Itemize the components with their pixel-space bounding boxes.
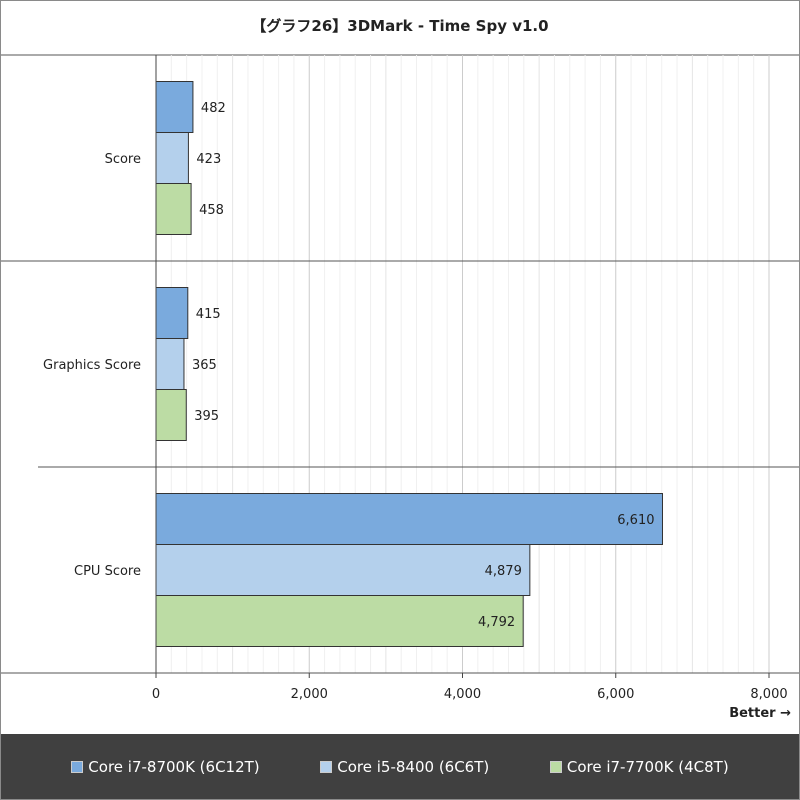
bar bbox=[155, 183, 192, 235]
data-label: 4,879 bbox=[485, 564, 522, 579]
bar bbox=[155, 595, 524, 647]
legend-swatch bbox=[320, 760, 333, 773]
data-label: 415 bbox=[196, 307, 221, 322]
legend-label: Core i5-8400 (6C6T) bbox=[337, 757, 490, 776]
bar bbox=[155, 81, 194, 133]
data-label: 482 bbox=[201, 101, 226, 116]
legend-swatch bbox=[71, 760, 84, 773]
x-tick-label: 4,000 bbox=[444, 687, 481, 702]
category-label: Score bbox=[105, 152, 141, 167]
category-label: Graphics Score bbox=[43, 358, 141, 373]
bar bbox=[155, 493, 663, 545]
chart-title: 【グラフ26】3DMark - Time Spy v1.0 bbox=[251, 17, 549, 35]
data-label: 423 bbox=[196, 152, 221, 167]
bar bbox=[155, 338, 185, 390]
legend-item: Core i7-8700K (6C12T) bbox=[71, 757, 260, 776]
legend: Core i7-8700K (6C12T) Core i5-8400 (6C6T)… bbox=[1, 734, 799, 799]
data-label: 395 bbox=[194, 409, 219, 424]
x-tick-label: 0 bbox=[152, 687, 160, 702]
bar bbox=[155, 544, 531, 596]
chart-plot: Score 482 423 458 Graphics Score 415 365 395 CPU… bbox=[1, 54, 799, 702]
bar bbox=[155, 287, 189, 339]
bar bbox=[155, 132, 189, 184]
better-label: Better → bbox=[729, 706, 791, 721]
x-tick-label: 6,000 bbox=[597, 687, 634, 702]
bar bbox=[155, 389, 187, 441]
data-label: 4,792 bbox=[478, 615, 515, 630]
x-tick-label: 2,000 bbox=[291, 687, 328, 702]
data-label: 458 bbox=[199, 203, 224, 218]
legend-swatch bbox=[549, 760, 562, 773]
x-tick-label: 8,000 bbox=[750, 687, 787, 702]
data-label: 365 bbox=[192, 358, 217, 373]
legend-label: Core i7-7700K (4C8T) bbox=[566, 757, 729, 776]
legend-item: Core i5-8400 (6C6T) bbox=[320, 758, 489, 776]
legend-label: Core i7-8700K (6C12T) bbox=[88, 757, 260, 776]
category-label: CPU Score bbox=[74, 564, 141, 579]
legend-item: Core i7-7700K (4C8T) bbox=[549, 757, 729, 776]
data-label: 6,610 bbox=[617, 513, 654, 528]
